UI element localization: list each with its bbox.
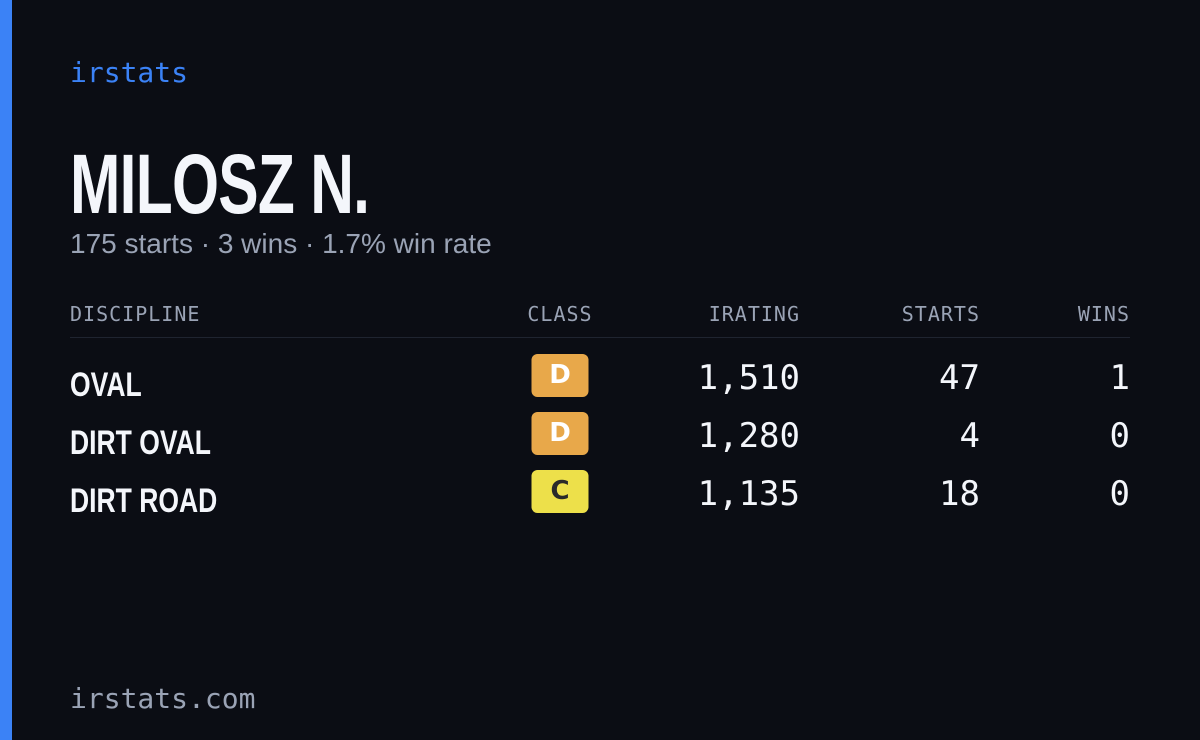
starts: 47 [939, 358, 980, 398]
wins: 0 [1109, 474, 1130, 514]
footer: irstats.com [70, 682, 256, 715]
discipline: DIRT ROAD [70, 482, 218, 520]
column-header: STARTS [901, 302, 980, 326]
class-badge: C [531, 470, 589, 513]
discipline: DIRT OVAL [70, 424, 211, 462]
column-header: DISCIPLINE [70, 302, 201, 326]
starts: 18 [939, 474, 980, 514]
summary: 175 starts · 3 wins · 1.7% win rate [70, 228, 492, 259]
brand: irstats [70, 56, 189, 89]
irating: 1,510 [697, 358, 800, 398]
class-badge: D [531, 412, 589, 455]
class-badge: D [531, 354, 589, 397]
irating: 1,135 [697, 474, 800, 514]
accent-bar [0, 0, 12, 740]
discipline: OVAL [70, 366, 142, 404]
column-header: IRATING [708, 302, 800, 326]
wins: 1 [1109, 358, 1130, 398]
starts: 4 [959, 416, 980, 456]
irating: 1,280 [697, 416, 800, 456]
driver-name: MILOSZ N. [70, 137, 370, 231]
column-header: CLASS [527, 302, 593, 326]
wins: 0 [1109, 416, 1130, 456]
column-header: WINS [1077, 302, 1130, 326]
header-rule [70, 337, 1130, 338]
